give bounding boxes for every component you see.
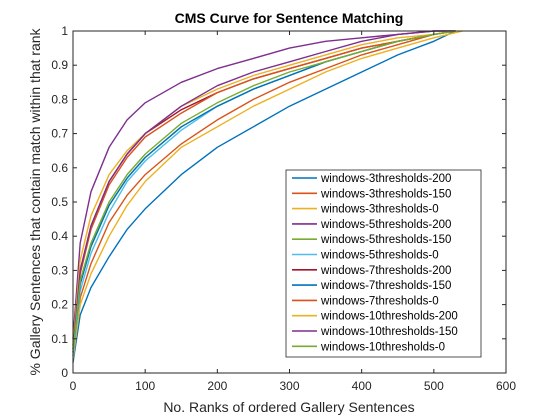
x-tick-label: 600 [496, 379, 516, 393]
legend-entry: windows-5thresholds-0 [320, 250, 439, 262]
series-line-9 [72, 30, 456, 350]
y-tick-label: 0.8 [51, 92, 68, 106]
legend-box [285, 169, 482, 358]
legend-entry: windows-5thresholds-200 [320, 219, 451, 231]
y-axis-ticks: 0 0.1 0.2 0.3 0.4 0.5 0.6 0.7 0.8 0.9 1 [51, 24, 506, 380]
legend-entry: windows-10thresholds-0 [320, 341, 445, 353]
legend-entry: windows-7thresholds-150 [320, 280, 451, 292]
y-tick-label: 1 [61, 24, 68, 38]
series-line-10 [72, 30, 456, 346]
y-tick-label: 0.6 [51, 161, 68, 175]
x-axis-label: No. Ranks of ordered Gallery Sentences [163, 399, 414, 415]
legend-entry: windows-3thresholds-150 [320, 188, 451, 200]
series-line-12 [72, 30, 456, 353]
y-tick-label: 0.3 [51, 263, 68, 277]
series-line-1 [72, 30, 456, 363]
legend-entry: windows-10thresholds-150 [320, 326, 458, 338]
x-axis-ticks: 0 100 200 300 400 500 600 [70, 31, 516, 393]
series-line-2 [72, 30, 456, 356]
x-tick-label: 300 [279, 379, 299, 393]
x-tick-label: 100 [135, 379, 155, 393]
x-tick-label: 0 [70, 379, 77, 393]
y-tick-label: 0.4 [51, 229, 68, 243]
legend-entry: windows-5thresholds-150 [320, 234, 451, 246]
y-axis-label: % Gallery Sentences that contain match w… [27, 27, 43, 375]
legend-entry: windows-10thresholds-200 [320, 311, 458, 323]
chart-title: CMS Curve for Sentence Matching [175, 10, 404, 26]
y-tick-label: 0.5 [51, 195, 68, 209]
y-tick-label: 0.7 [51, 127, 68, 141]
y-tick-label: 0.1 [51, 332, 68, 346]
legend-entry: windows-3thresholds-200 [320, 173, 451, 185]
series-line-4 [72, 30, 456, 339]
legend-entry: windows-7thresholds-0 [320, 295, 439, 307]
series-line-11 [72, 30, 456, 350]
y-tick-label: 0.9 [51, 58, 68, 72]
legend-entry: windows-7thresholds-200 [320, 265, 451, 277]
legend-entry: windows-3thresholds-0 [320, 204, 439, 216]
series-line-3 [72, 30, 463, 360]
x-tick-label: 200 [207, 379, 227, 393]
series-group [72, 30, 463, 363]
legend-items: windows-3thresholds-200 windows-3threshol… [292, 173, 458, 353]
x-tick-label: 500 [424, 379, 444, 393]
y-tick-label: 0 [61, 366, 68, 380]
y-tick-label: 0.2 [51, 298, 68, 312]
x-tick-label: 400 [352, 379, 372, 393]
legend: windows-3thresholds-200 windows-3threshol… [285, 169, 482, 358]
